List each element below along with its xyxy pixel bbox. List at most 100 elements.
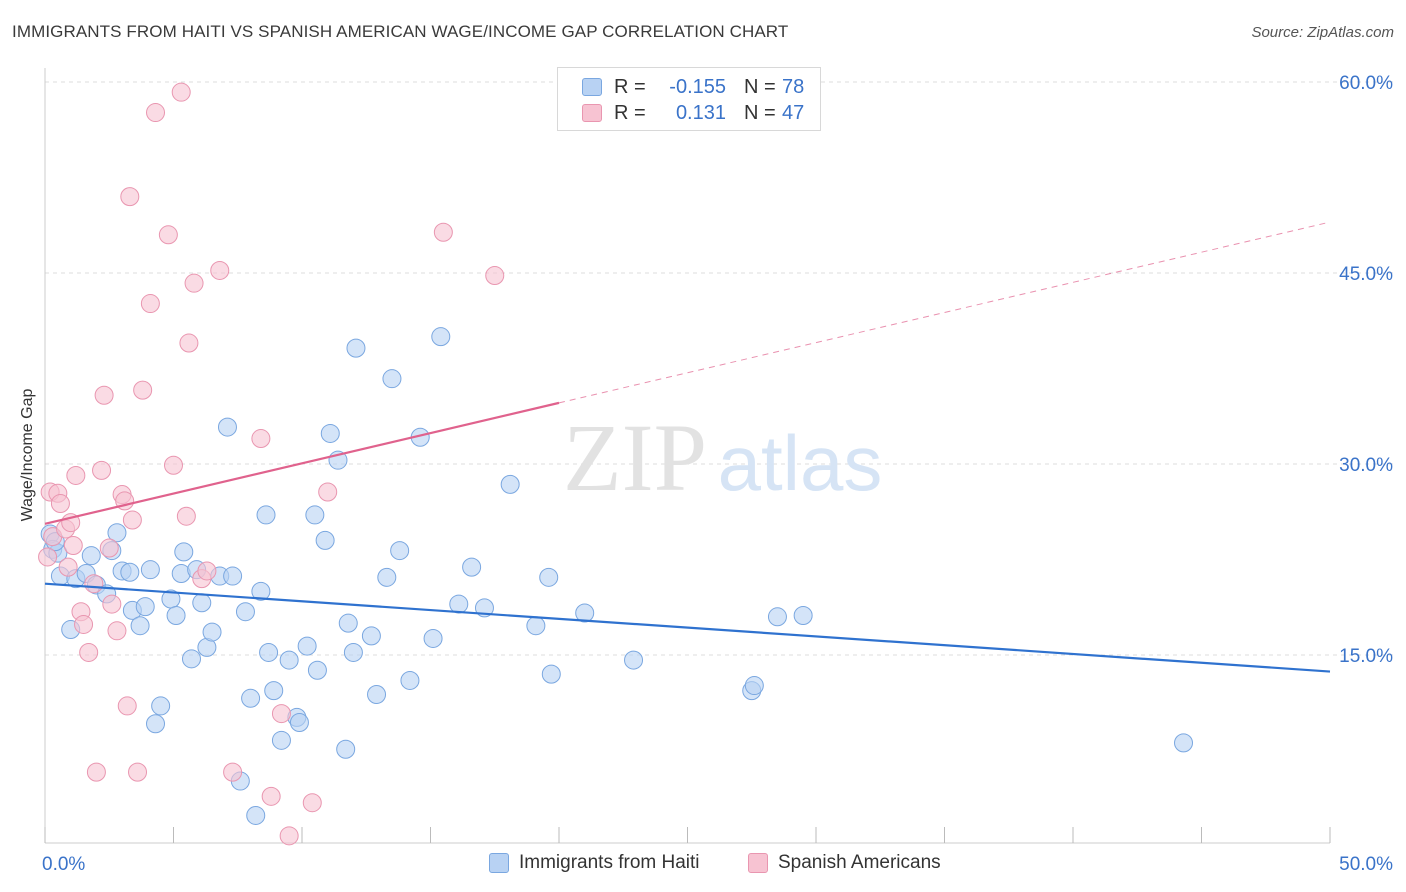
data-point-haiti: [431, 327, 451, 347]
legend-row-spanish: R = 0.131 N = 47: [582, 101, 804, 125]
legend-n-value: 47: [782, 101, 805, 124]
data-point-spanish: [176, 506, 196, 526]
data-point-spanish: [92, 460, 112, 480]
data-point-spanish: [171, 82, 191, 102]
data-point-haiti: [217, 417, 237, 437]
y-tick-label: 15.0%: [1339, 646, 1393, 667]
data-point-haiti: [151, 696, 171, 716]
data-point-spanish: [184, 273, 204, 293]
data-point-haiti: [81, 546, 101, 566]
data-point-spanish: [279, 826, 299, 846]
trend-line-spanish: [44, 401, 560, 525]
legend-r-label: R =: [614, 75, 646, 98]
data-point-haiti: [367, 684, 387, 704]
data-point-haiti: [256, 505, 276, 525]
data-point-spanish: [271, 704, 291, 724]
data-point-haiti: [140, 560, 160, 580]
data-point-haiti: [241, 688, 261, 708]
data-point-spanish: [133, 380, 153, 400]
data-point-haiti: [361, 626, 381, 646]
data-point-haiti: [259, 642, 279, 662]
data-point-spanish: [164, 455, 183, 475]
data-point-spanish: [102, 594, 122, 614]
legend-swatch-pink: [748, 853, 768, 873]
data-point-spanish: [58, 557, 78, 577]
data-point-spanish: [179, 333, 199, 353]
data-point-haiti: [251, 581, 271, 601]
data-point-haiti: [526, 616, 546, 636]
y-tick-label: 30.0%: [1339, 455, 1393, 476]
data-point-spanish: [433, 222, 453, 242]
data-point-spanish: [117, 696, 137, 716]
y-tick-label: 45.0%: [1339, 264, 1393, 285]
data-point-spanish: [140, 294, 160, 314]
data-point-haiti: [305, 505, 325, 525]
legend-n-value: 78: [782, 75, 805, 98]
data-point-haiti: [1174, 733, 1194, 753]
data-point-spanish: [261, 786, 281, 806]
legend-label-haiti: Immigrants from Haiti: [519, 852, 700, 873]
axes: [44, 68, 1331, 844]
data-point-haiti: [390, 541, 410, 561]
watermark-atlas: atlas: [718, 419, 883, 507]
data-point-spanish: [223, 762, 243, 782]
tick-labels: 15.0% 30.0% 45.0% 60.0% 0.0% 50.0%: [42, 73, 1393, 875]
data-point-haiti: [223, 566, 243, 586]
data-point-haiti: [192, 593, 212, 613]
data-point-haiti: [202, 622, 222, 642]
legend-item-haiti[interactable]: Immigrants from Haiti: [489, 852, 700, 874]
data-point-spanish: [120, 187, 140, 207]
data-point-haiti: [744, 676, 764, 696]
watermark-zip: ZIP: [563, 404, 707, 511]
data-point-spanish: [50, 493, 70, 513]
data-point-spanish: [63, 535, 83, 555]
data-point-spanish: [79, 642, 99, 662]
data-point-haiti: [500, 474, 520, 494]
data-point-haiti: [181, 649, 201, 669]
series-legend: Immigrants from Haiti Spanish Americans: [0, 852, 1406, 878]
legend-item-spanish[interactable]: Spanish Americans: [748, 852, 941, 874]
data-point-haiti: [279, 650, 299, 670]
data-point-spanish: [210, 260, 230, 280]
data-point-haiti: [541, 664, 561, 684]
data-point-haiti: [767, 607, 787, 627]
data-point-spanish: [318, 482, 338, 502]
source-label: Source: ZipAtlas.com: [1251, 24, 1394, 41]
watermark: ZIP atlas: [563, 404, 882, 511]
y-axis-label: Wage/Income Gap: [19, 388, 36, 522]
data-point-haiti: [346, 338, 366, 358]
data-point-spanish: [99, 538, 119, 558]
data-point-spanish: [66, 465, 86, 485]
data-point-spanish: [94, 385, 114, 405]
data-point-haiti: [793, 606, 813, 626]
data-point-haiti: [289, 712, 309, 732]
chart-title: IMMIGRANTS FROM HAITI VS SPANISH AMERICA…: [12, 22, 789, 41]
data-point-haiti: [575, 603, 595, 623]
data-point-haiti: [423, 628, 443, 648]
data-point-haiti: [382, 369, 402, 389]
data-point-spanish: [38, 547, 58, 567]
series-spanish-americans: [38, 82, 505, 846]
data-point-haiti: [271, 730, 291, 750]
data-point-haiti: [315, 530, 335, 550]
data-point-haiti: [120, 562, 140, 582]
legend-r-value: -0.155: [669, 75, 726, 98]
data-point-haiti: [320, 423, 340, 443]
legend-row-haiti: R = -0.155 N = 78: [582, 75, 804, 99]
data-point-spanish: [485, 266, 505, 286]
data-point-haiti: [539, 567, 559, 587]
data-point-haiti: [336, 739, 356, 759]
data-point-haiti: [246, 805, 266, 825]
trend-line-haiti: [44, 582, 1331, 673]
trend-line-spanish-dashed: [558, 221, 1331, 404]
data-point-spanish: [86, 762, 106, 782]
x-tick-label: 0.0%: [42, 854, 85, 875]
data-point-haiti: [130, 616, 150, 636]
data-point-haiti: [297, 636, 317, 656]
legend-label-spanish: Spanish Americans: [778, 852, 941, 873]
data-point-haiti: [377, 567, 397, 587]
legend-swatch-pink: [582, 104, 602, 122]
data-point-haiti: [264, 681, 284, 701]
x-tick-label: 50.0%: [1339, 854, 1393, 875]
